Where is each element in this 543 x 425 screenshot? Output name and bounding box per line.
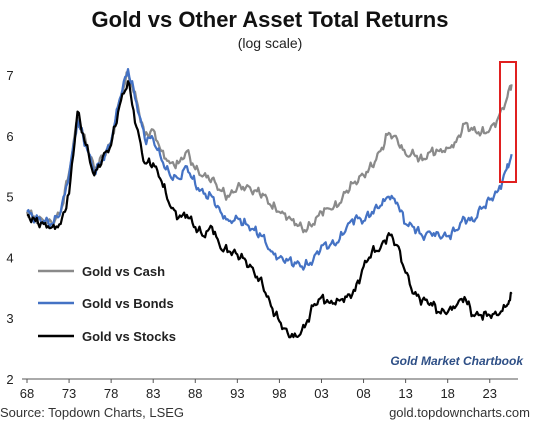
chart-title: Gold vs Other Asset Total Returns [92,7,449,32]
source-label: Source: Topdown Charts, LSEG [0,405,184,420]
website-label: gold.topdowncharts.com [389,405,530,420]
highlight-box [499,61,517,183]
x-tick-label: 68 [20,386,34,401]
y-tick-label: 2 [6,372,13,387]
legend-label: Gold vs Cash [82,264,165,279]
y-tick-label: 7 [6,68,13,83]
x-tick-label: 03 [314,386,328,401]
x-tick-label: 93 [230,386,244,401]
x-tick-label: 13 [398,386,412,401]
y-tick-label: 6 [6,129,13,144]
legend-label: Gold vs Stocks [82,329,176,344]
x-tick-label: 08 [356,386,370,401]
brand-label: Gold Market Chartbook [390,354,524,368]
x-tick-label: 78 [104,386,118,401]
x-axis: 68 73 78 83 88 93 98 03 08 13 18 23 [20,379,497,401]
y-tick-label: 4 [6,250,13,265]
x-tick-label: 18 [440,386,454,401]
chart-subtitle: (log scale) [238,35,303,51]
legend: Gold vs Cash Gold vs Bonds Gold vs Stocks [38,264,176,344]
x-tick-label: 83 [146,386,160,401]
series-layer [25,68,513,339]
x-tick-label: 73 [62,386,76,401]
y-tick-label: 5 [6,190,13,205]
series-line-1 [25,71,513,234]
x-tick-label: 98 [272,386,286,401]
x-tick-label: 23 [483,386,497,401]
series-line-2 [26,68,513,271]
y-tick-label: 3 [6,311,13,326]
legend-label: Gold vs Bonds [82,296,174,311]
x-tick-label: 88 [188,386,202,401]
series-line-3 [26,80,513,339]
y-axis: 2 3 4 5 6 7 [6,68,13,387]
